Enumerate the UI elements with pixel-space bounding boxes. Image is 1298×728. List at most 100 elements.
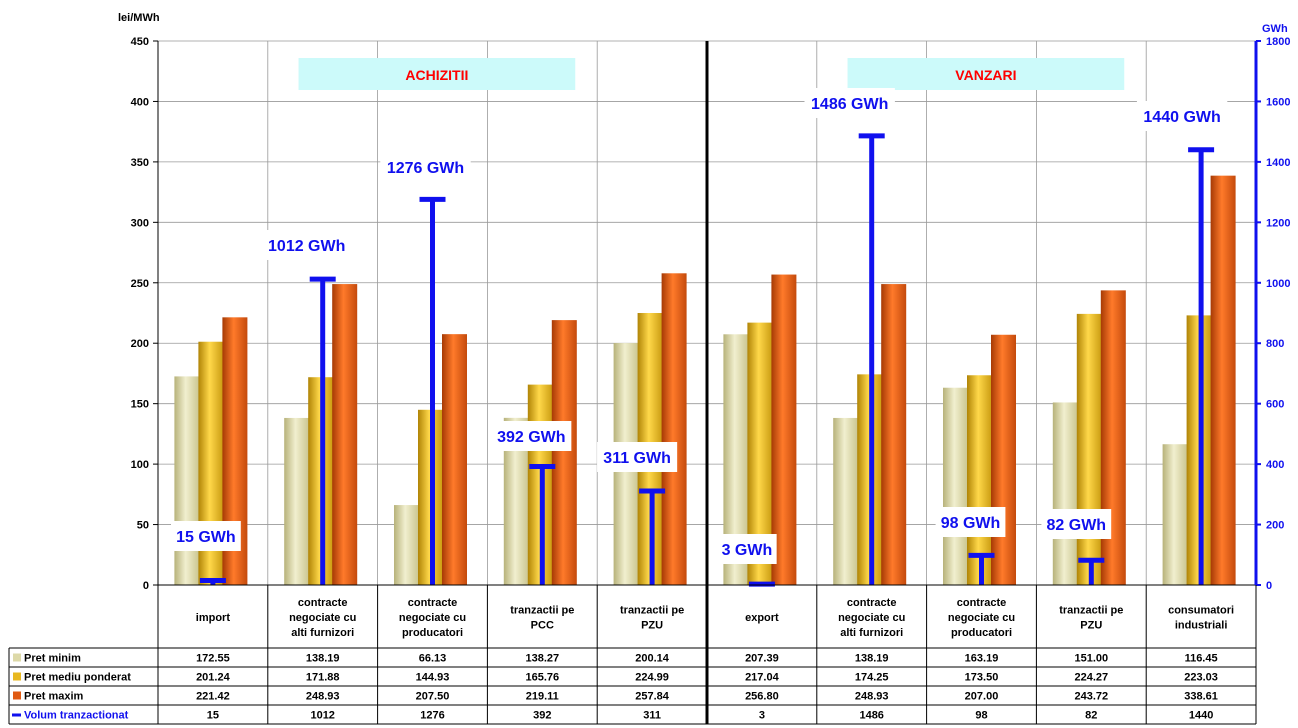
table-cell: 338.61 [1184,691,1218,703]
volume-annotation: 1276 GWh [387,160,464,177]
category-label: contracte negociate cu producatori [948,597,1015,639]
y-right-tick-label: 1800 [1266,36,1290,48]
bar-pret-maxim [551,320,577,585]
table-cell: 116.45 [1185,653,1218,665]
legend-label: Pret mediu ponderat [24,672,131,684]
legend-key [13,672,21,681]
volume-annotation-box [380,152,471,182]
volume-annotation-box [171,521,241,551]
table-cell: 223.03 [1184,672,1218,684]
y-left-tick-label: 0 [143,580,149,592]
table-cell: 256.80 [745,691,779,703]
volume-annotation-box [1041,509,1112,539]
table-cell: 248.93 [306,691,340,703]
bar-pret-minim [174,376,200,585]
y-right-tick-label: 800 [1266,338,1284,350]
bar-pret-minim [394,505,419,585]
bar-pret-mediu-ponderat [1076,313,1102,585]
table-cell: 15 [207,710,219,722]
category-label: export [745,612,779,624]
volume-annotation: 3 GWh [722,542,773,559]
volume-annotation: 1486 GWh [811,96,888,113]
y-right-tick-label: 1200 [1266,217,1290,229]
legend-label: Volum tranzactionat [24,710,129,722]
table-cell: 138.27 [525,653,559,665]
y-right-tick-label: 200 [1266,520,1284,532]
bar-pret-maxim [332,284,358,585]
category-label: import [196,612,231,624]
bar-pret-maxim [1100,290,1126,585]
volume-annotation-box [491,421,572,451]
legend-label: Pret maxim [24,691,84,703]
y-left-tick-label: 50 [137,520,149,532]
table-cell: 173.50 [965,672,999,684]
y-left-label: lei/MWh [118,12,160,24]
bar-pret-minim [1162,444,1188,585]
volume-annotation: 15 GWh [176,529,236,546]
table-cell: 201.24 [196,672,231,684]
legend-key [13,691,21,700]
y-right-label: GWh [1262,23,1288,35]
table-cell: 224.27 [1074,672,1108,684]
table-cell: 257.84 [635,691,670,703]
bar-pret-minim [943,387,968,585]
volume-annotation-box [597,442,678,472]
bar-pret-mediu-ponderat [967,375,992,585]
table-cell: 98 [975,710,987,722]
table-cell: 1486 [859,710,883,722]
volume-annotation-box [261,230,352,260]
y-right-tick-label: 400 [1266,459,1284,471]
volume-annotation-box [1136,101,1228,131]
y-right-tick-label: 600 [1266,399,1284,411]
y-right-tick-label: 0 [1266,580,1272,592]
category-label: tranzactii pe PZU [1059,605,1123,632]
section-box [298,58,576,90]
category-label: tranzactii pe PZU [620,605,684,632]
y-right-tick-label: 1600 [1266,96,1290,108]
bar-pret-minim [833,417,859,585]
table-cell: 163.19 [965,653,999,665]
table-cell: 138.19 [855,653,889,665]
y-right-tick-label: 1400 [1266,157,1290,169]
table-cell: 207.50 [416,691,450,703]
table-cell: 392 [533,710,551,722]
volume-annotation-box [804,88,895,118]
volume-annotation: 1440 GWh [1143,109,1220,126]
y-left-tick-label: 150 [131,399,149,411]
volume-annotation: 311 GWh [603,450,671,467]
table-cell: 311 [643,710,661,722]
volume-annotation: 82 GWh [1047,517,1107,534]
volume-annotation-box [717,534,777,564]
table-cell: 151.00 [1074,653,1108,665]
category-label: tranzactii pe PCC [510,605,574,632]
table-cell: 174.25 [855,672,889,684]
y-left-tick-label: 450 [131,36,149,48]
category-label: contracte negociate cu producatori [399,597,466,639]
bar-pret-minim [284,417,310,585]
category-label: contracte negociate cu alti furnizori [289,597,356,639]
category-label: contracte negociate cu alti furnizori [838,597,905,639]
y-left-tick-label: 200 [131,338,149,350]
category-label: consumatori industriali [1168,605,1234,632]
table-cell: 172.55 [196,653,230,665]
volume-annotation: 1012 GWh [268,238,345,255]
y-right-tick-label: 1000 [1266,278,1290,290]
y-left-tick-label: 250 [131,278,149,290]
table-cell: 1276 [420,710,444,722]
table-cell: 217.04 [745,672,780,684]
bar-pret-minim [1052,402,1078,585]
table-cell: 138.19 [306,653,340,665]
volume-annotation: 392 GWh [497,429,565,446]
table-cell: 224.99 [635,672,669,684]
table-cell: 144.93 [416,672,450,684]
section-label: ACHIZITII [405,67,468,83]
bar-pret-maxim [661,273,687,585]
legend-key [13,653,21,662]
table-cell: 200.14 [635,653,670,665]
volume-annotation-box [935,507,1006,537]
table-cell: 221.42 [196,691,230,703]
table-cell: 248.93 [855,691,889,703]
table-cell: 207.39 [745,653,779,665]
section-box [847,58,1125,90]
